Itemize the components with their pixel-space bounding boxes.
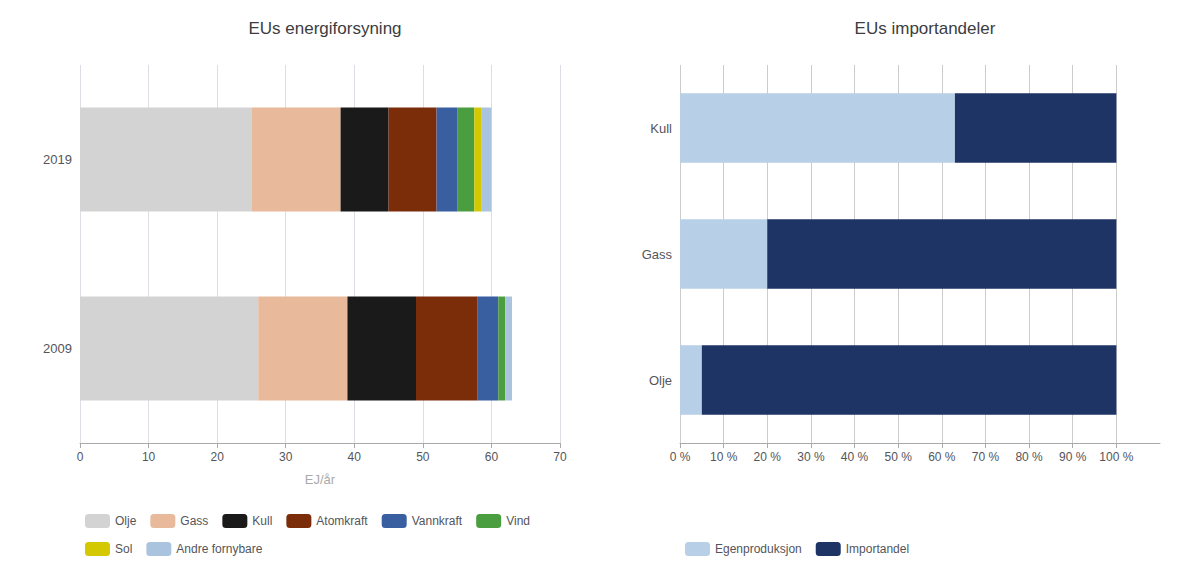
svg-text:2009: 2009 <box>43 341 72 356</box>
svg-text:90 %: 90 % <box>1059 450 1087 464</box>
svg-text:0 %: 0 % <box>670 450 691 464</box>
svg-text:20: 20 <box>210 450 224 464</box>
svg-text:Gass: Gass <box>180 514 208 528</box>
svg-text:10: 10 <box>142 450 156 464</box>
svg-text:30 %: 30 % <box>797 450 825 464</box>
svg-text:Importandel: Importandel <box>846 542 909 556</box>
svg-text:Gass: Gass <box>642 247 673 262</box>
svg-text:80 %: 80 % <box>1015 450 1043 464</box>
svg-text:50 %: 50 % <box>885 450 913 464</box>
svg-text:Egenproduksjon: Egenproduksjon <box>715 542 802 556</box>
svg-text:Sol: Sol <box>115 542 132 556</box>
svg-text:0: 0 <box>77 450 84 464</box>
svg-text:10 %: 10 % <box>710 450 738 464</box>
svg-text:40 %: 40 % <box>841 450 869 464</box>
svg-text:100 %: 100 % <box>1099 450 1133 464</box>
svg-text:60 %: 60 % <box>928 450 956 464</box>
svg-text:Olje: Olje <box>649 373 672 388</box>
svg-text:50: 50 <box>416 450 430 464</box>
svg-text:20 %: 20 % <box>754 450 782 464</box>
svg-text:Olje: Olje <box>115 514 137 528</box>
svg-text:EJ/år: EJ/år <box>305 472 336 487</box>
svg-text:30: 30 <box>279 450 293 464</box>
svg-text:Andre fornybare: Andre fornybare <box>176 542 262 556</box>
svg-text:70: 70 <box>553 450 567 464</box>
svg-text:60: 60 <box>485 450 499 464</box>
svg-text:Vind: Vind <box>506 514 530 528</box>
svg-text:EUs importandeler: EUs importandeler <box>855 19 996 38</box>
svg-text:Kull: Kull <box>252 514 272 528</box>
svg-text:40: 40 <box>348 450 362 464</box>
svg-text:EUs energiforsyning: EUs energiforsyning <box>248 19 401 38</box>
svg-text:70 %: 70 % <box>972 450 1000 464</box>
svg-text:Atomkraft: Atomkraft <box>316 514 368 528</box>
svg-text:Vannkraft: Vannkraft <box>412 514 463 528</box>
svg-text:2019: 2019 <box>43 152 72 167</box>
svg-text:Kull: Kull <box>650 121 672 136</box>
